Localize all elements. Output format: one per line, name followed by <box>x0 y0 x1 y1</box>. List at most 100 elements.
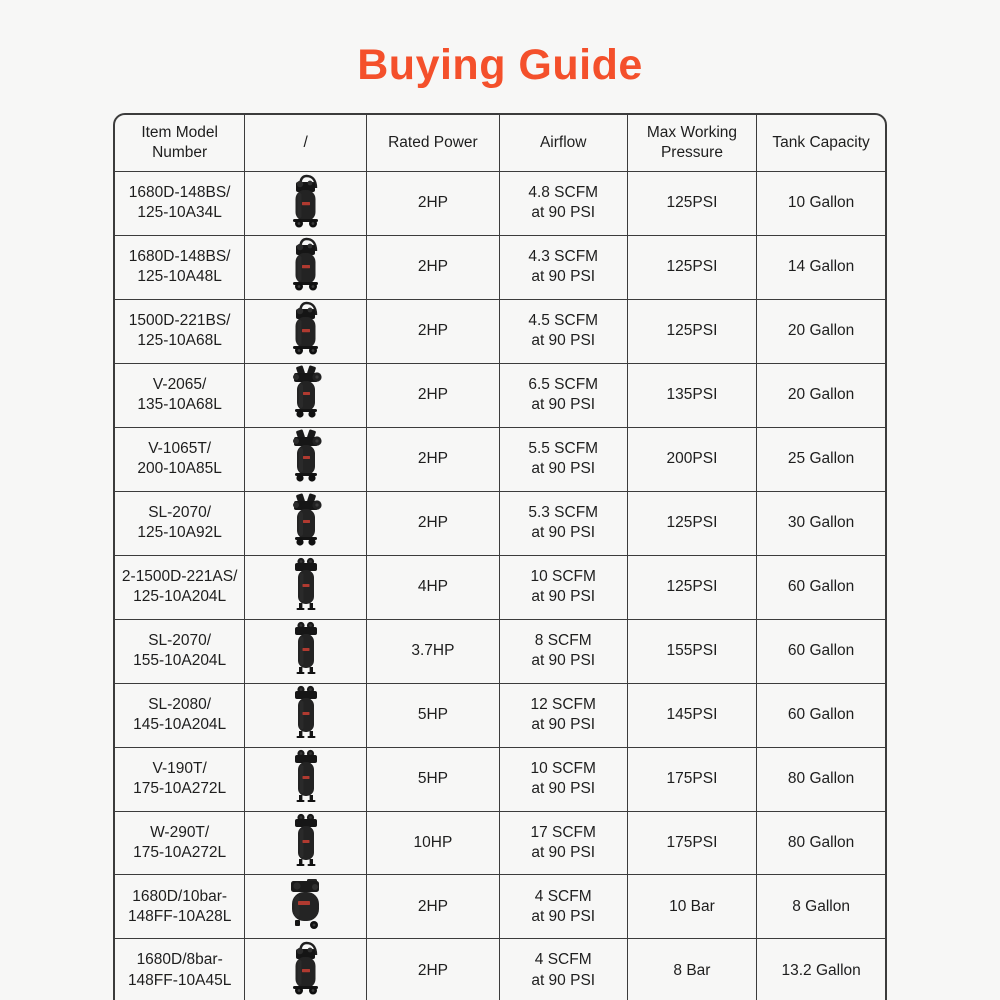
product-image-cell <box>244 234 368 300</box>
tank-capacity-cell: 60 Gallon <box>756 554 885 620</box>
rated-power-cell-line: 2HP <box>417 322 448 340</box>
max-pressure-cell: 10 Bar <box>626 874 758 940</box>
airflow-cell-line: 12 SCFM <box>530 695 596 713</box>
model-cell: 2-1500D-221AS/125-10A204L <box>115 554 246 620</box>
model-cell: 1680D/8bar- 148FF-10A45L <box>115 938 246 1000</box>
v-twin-pump-compressor-icon <box>283 429 329 484</box>
model-cell-line: 200-10A85L <box>137 460 222 478</box>
column-header-item-model-number: Item Model Number <box>115 115 246 172</box>
upright-compressor-handle-icon <box>283 940 329 995</box>
model-cell: 1680D/10bar- 148FF-10A28L <box>115 874 246 940</box>
table-row: 1680D/10bar- 148FF-10A28L 2HP 4 SCFM at 90 P… <box>115 874 885 940</box>
v-twin-pump-compressor-icon <box>283 493 329 548</box>
tank-capacity-cell: 80 Gallon <box>756 746 885 812</box>
max-pressure-cell: 200PSI <box>626 426 758 492</box>
tank-capacity-cell: 10 Gallon <box>756 171 885 236</box>
model-cell-line: 125-10A68L <box>137 332 222 350</box>
model-cell-line: 1680D/10bar- <box>132 887 228 905</box>
model-cell-line: 145-10A204L <box>133 716 227 734</box>
column-header-tank-capacity: Tank Capacity <box>756 115 885 172</box>
airflow-cell: 4.8 SCFM at 90 PSI <box>498 171 628 236</box>
tank-capacity-cell-line: 60 Gallon <box>787 705 855 723</box>
model-cell-line: 1680D-148BS/ <box>128 184 231 202</box>
airflow-cell-line: at 90 PSI <box>531 780 596 798</box>
table-row: SL-2080/145-10A204L 5HP 12 SCFM at 90 PSI 14… <box>115 682 885 748</box>
airflow-cell: 4 SCFM at 90 PSI <box>498 938 628 1000</box>
tank-capacity-cell: 20 Gallon <box>756 298 885 364</box>
model-cell-line: 175-10A272L <box>133 844 227 861</box>
tank-capacity-cell-line: 30 Gallon <box>787 514 855 532</box>
table-row: V-190T/175-10A272L 5HP 10 SCFM at 90 PSI 175… <box>115 746 885 812</box>
product-image-cell <box>244 171 368 236</box>
column-header-max-working-pressure: Max Working Pressure <box>626 115 758 172</box>
tank-capacity-cell: 30 Gallon <box>756 490 885 556</box>
rated-power-cell: 5HP <box>366 746 500 812</box>
tank-capacity-cell-line: 13.2 Gallon <box>781 961 861 979</box>
airflow-cell-line: 4.3 SCFM <box>528 247 599 265</box>
column-header-rated-power: Rated Power <box>366 115 500 172</box>
tall-two-stage-compressor-icon <box>283 813 329 868</box>
rated-power-cell-line: 2HP <box>417 386 448 404</box>
table-row: 1680D-148BS/125-10A34L 2HP 4.8 SCFM at 90 P… <box>115 171 885 236</box>
max-pressure-cell-line: 155PSI <box>666 641 718 659</box>
model-cell-line: 135-10A68L <box>137 396 222 414</box>
tank-capacity-cell-line: 20 Gallon <box>787 386 855 404</box>
rated-power-cell: 2HP <box>366 362 500 428</box>
max-pressure-cell: 125PSI <box>626 554 758 620</box>
rated-power-cell: 2HP <box>366 234 500 300</box>
product-image-cell <box>244 298 368 364</box>
model-cell-line: 148FF-10A28L <box>127 907 232 925</box>
table-row: V-1065T/200-10A85L 2HP 5.5 SCFM at 90 PSI 20… <box>115 426 885 492</box>
max-pressure-cell: 125PSI <box>626 490 758 556</box>
max-pressure-cell: 175PSI <box>626 810 758 876</box>
model-cell-line: 125-10A204L <box>133 588 227 606</box>
tank-capacity-cell-line: 60 Gallon <box>787 577 855 595</box>
product-image-cell <box>244 938 368 1000</box>
max-pressure-cell: 175PSI <box>626 746 758 812</box>
max-pressure-cell: 135PSI <box>626 362 758 428</box>
model-cell-line: 2-1500D-221AS/ <box>121 567 238 585</box>
max-pressure-cell-line: 125PSI <box>666 194 718 212</box>
rated-power-cell: 3.7HP <box>366 618 500 684</box>
airflow-cell: 8 SCFM at 90 PSI <box>498 618 628 684</box>
product-image-cell <box>244 362 368 428</box>
model-cell: 1680D-148BS/125-10A48L <box>115 234 246 300</box>
table-row: 2-1500D-221AS/125-10A204L 4HP 10 SCFM at 90… <box>115 554 885 620</box>
tank-capacity-cell-line: 10 Gallon <box>787 194 855 212</box>
product-image-cell <box>244 426 368 492</box>
upright-compressor-handle-icon <box>283 301 329 356</box>
product-image-cell <box>244 746 368 812</box>
model-cell-line: V-1065T/ <box>148 439 212 457</box>
rated-power-cell-line: 5HP <box>417 769 448 787</box>
max-pressure-cell-line: 8 Bar <box>673 961 711 979</box>
airflow-cell: 17 SCFM at 90 PSI <box>498 810 628 876</box>
upright-compressor-handle-icon <box>283 237 329 292</box>
tall-two-stage-compressor-icon <box>283 685 329 740</box>
tank-capacity-cell: 8 Gallon <box>756 874 885 940</box>
model-cell-line: 1680D-148BS/ <box>128 247 231 265</box>
max-pressure-cell: 125PSI <box>626 298 758 364</box>
tall-two-stage-compressor-icon <box>283 621 329 676</box>
airflow-cell-line: 10 SCFM <box>530 567 596 585</box>
model-cell: V-2065/135-10A68L <box>115 362 246 428</box>
rated-power-cell-line: 2HP <box>417 194 448 212</box>
max-pressure-cell-line: 200PSI <box>666 450 718 468</box>
table-row: SL-2070/155-10A204L 3.7HP 8 SCFM at 90 PSI 1… <box>115 618 885 684</box>
airflow-cell: 10 SCFM at 90 PSI <box>498 554 628 620</box>
rated-power-cell-line: 2HP <box>417 450 448 468</box>
airflow-cell-line: at 90 PSI <box>531 907 596 925</box>
model-cell-line: SL-2080/ <box>148 695 212 713</box>
tall-two-stage-compressor-icon <box>283 749 329 804</box>
max-pressure-cell-line: 125PSI <box>666 258 718 276</box>
rated-power-cell: 2HP <box>366 171 500 236</box>
model-cell: SL-2070/125-10A92L <box>115 490 246 556</box>
table-row: 1680D/8bar- 148FF-10A45L 2HP 4 SCFM at 90 PS… <box>115 938 885 1000</box>
rated-power-cell-line: 4HP <box>417 577 448 595</box>
product-image-cell <box>244 490 368 556</box>
table-row: 1500D-221BS/125-10A68L 2HP 4.5 SCFM at 90 P… <box>115 298 885 364</box>
table-row: W-290T/175-10A272L 10HP 17 SCFM at 90 PSI 17… <box>115 810 885 876</box>
model-cell-line: 155-10A204L <box>133 652 227 670</box>
v-twin-pump-compressor-icon <box>283 365 329 420</box>
tank-capacity-cell-line: 80 Gallon <box>787 833 855 851</box>
